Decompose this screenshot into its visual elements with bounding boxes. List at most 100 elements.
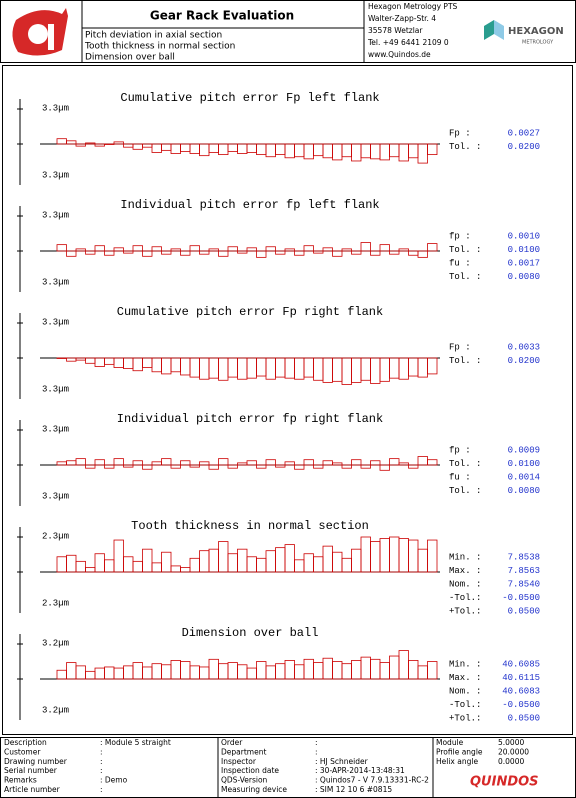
bar xyxy=(142,250,153,257)
bar xyxy=(199,550,210,573)
scale-label: 3.3µm xyxy=(42,384,69,394)
bar xyxy=(398,143,409,162)
stat-label: -Tol.: xyxy=(449,700,481,710)
bar xyxy=(208,143,219,153)
footer-label: Measuring device xyxy=(221,785,287,794)
bar xyxy=(66,554,77,573)
bar xyxy=(56,669,67,680)
stat-label: fu : xyxy=(449,258,471,268)
bar xyxy=(322,143,333,159)
bar xyxy=(75,665,86,680)
bar xyxy=(294,559,305,573)
stat-value: -0.0500 xyxy=(502,700,540,710)
stat-value: 0.0200 xyxy=(508,142,540,152)
bar xyxy=(360,143,371,159)
bar xyxy=(313,357,324,381)
footer-label: Inspection date xyxy=(221,766,279,775)
stat-value: 0.0014 xyxy=(508,472,540,482)
bar xyxy=(417,456,428,466)
bar xyxy=(132,143,143,150)
bar xyxy=(199,357,210,380)
stat-label: Tol. : xyxy=(449,486,481,496)
bar xyxy=(303,658,314,680)
bar xyxy=(75,560,86,573)
bar xyxy=(180,250,191,256)
bar xyxy=(246,667,257,680)
bar xyxy=(341,357,352,385)
bar xyxy=(313,556,324,573)
bar xyxy=(151,562,162,573)
panel-title: Tooth thickness in normal section xyxy=(131,519,369,533)
bar xyxy=(227,357,238,378)
bar xyxy=(313,143,324,157)
bar xyxy=(142,666,153,680)
bar xyxy=(351,357,362,383)
bar xyxy=(427,661,438,680)
subtitle: Tooth thickness in normal section xyxy=(84,42,235,52)
footer-label: QDS-Version xyxy=(221,776,268,785)
bar xyxy=(161,458,172,466)
bar xyxy=(379,464,390,471)
bar xyxy=(389,143,400,158)
bar xyxy=(351,548,362,573)
bar xyxy=(417,548,428,573)
bar xyxy=(170,248,181,252)
stat-value: 0.0500 xyxy=(508,713,540,723)
bar xyxy=(180,661,191,680)
stat-label: Tol. : xyxy=(449,272,481,282)
stat-value: 0.0100 xyxy=(508,459,540,469)
bar xyxy=(199,461,210,466)
bar xyxy=(113,458,124,466)
bar xyxy=(161,664,172,680)
bar xyxy=(85,250,96,255)
scale-label: 3.3µm xyxy=(42,103,69,113)
bar xyxy=(132,357,143,372)
bar xyxy=(246,247,257,252)
panel-title: Dimension over ball xyxy=(182,626,319,640)
stat-label: +Tol.: xyxy=(449,713,481,723)
bar xyxy=(370,357,381,384)
bar xyxy=(351,143,362,162)
bar xyxy=(123,464,134,468)
bar xyxy=(389,458,400,466)
bar xyxy=(427,143,438,156)
footer-value: 0.0000 xyxy=(498,757,524,766)
footer-label: Profile angle xyxy=(436,747,483,756)
bar xyxy=(417,357,428,378)
bar xyxy=(218,143,229,156)
bar xyxy=(332,551,343,573)
footer-value: : Demo xyxy=(100,776,128,785)
stat-value: 0.0010 xyxy=(508,231,540,241)
bar xyxy=(132,662,143,680)
bar xyxy=(237,548,248,573)
bar xyxy=(303,553,314,573)
bar xyxy=(208,548,219,573)
hexagon-logo: HEXAGON METROLOGY xyxy=(484,20,564,46)
address-line: www.Quindos.de xyxy=(368,50,431,59)
bar xyxy=(189,245,200,252)
bar xyxy=(132,245,143,252)
bar xyxy=(132,560,143,573)
bar xyxy=(85,357,96,364)
footer-value: : xyxy=(100,747,103,756)
bar xyxy=(284,248,295,252)
panel-title: Cumulative pitch error Fp left flank xyxy=(120,91,379,105)
stat-label: Tol. : xyxy=(449,356,481,366)
bar xyxy=(189,557,200,573)
bar xyxy=(75,458,86,466)
bar xyxy=(370,541,381,573)
bar xyxy=(313,464,324,469)
bar xyxy=(237,250,248,254)
stat-value: 0.0200 xyxy=(508,356,540,366)
bar xyxy=(408,464,419,469)
bar xyxy=(332,357,343,382)
bar xyxy=(351,459,362,466)
panel-title: Individual pitch error fp left flank xyxy=(120,198,379,212)
bar xyxy=(142,464,153,470)
bar xyxy=(379,244,390,252)
bar xyxy=(237,143,248,154)
bar xyxy=(332,250,343,257)
subtitle: Pitch deviation in axial section xyxy=(85,31,222,41)
bar xyxy=(294,250,305,256)
bar xyxy=(341,557,352,573)
